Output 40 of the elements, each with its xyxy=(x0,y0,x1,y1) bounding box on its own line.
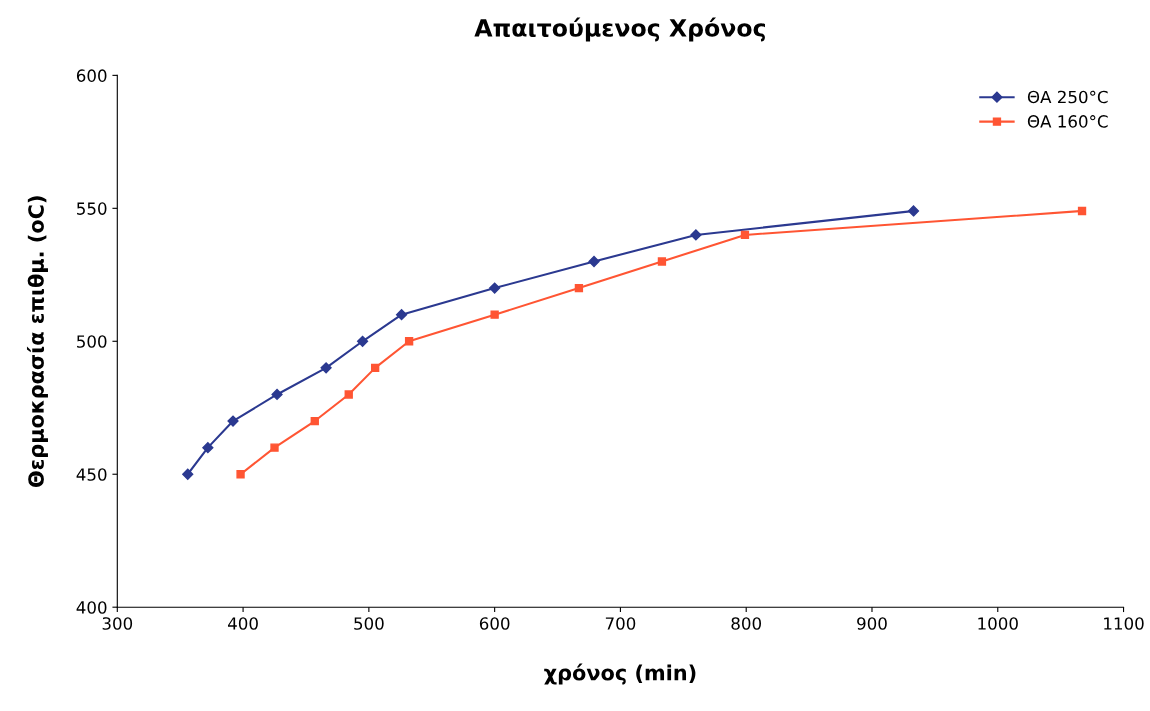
point xyxy=(588,255,600,268)
x-tick-label: 900 xyxy=(857,617,887,630)
point xyxy=(344,390,353,399)
point xyxy=(907,205,920,217)
point xyxy=(657,257,667,266)
x-tick-label: 300 xyxy=(102,617,133,630)
point xyxy=(740,230,750,240)
point xyxy=(270,443,279,452)
point xyxy=(182,468,194,480)
x-tick-label: 1000 xyxy=(978,617,1018,630)
y-axis-title: Θερμοκρασία επιθμ. (oC) xyxy=(26,196,48,487)
point xyxy=(395,309,408,321)
point xyxy=(370,363,380,373)
point xyxy=(1077,206,1087,216)
chart-title: Απαιτούμενος Χρόνος xyxy=(474,17,765,42)
x-tick-label: 1100 xyxy=(1104,617,1144,630)
x-tick-label: 500 xyxy=(354,617,384,630)
legend-label: ΘΑ 250°C xyxy=(1027,90,1108,104)
point xyxy=(690,229,702,241)
point xyxy=(489,282,501,294)
y-tick-label: 550 xyxy=(77,202,107,215)
x-axis-title: χρόνος (min) xyxy=(544,663,696,685)
point xyxy=(490,310,499,319)
point xyxy=(356,335,369,347)
point xyxy=(574,283,584,293)
legend-label: ΘΑ 160°C xyxy=(1027,115,1108,128)
point xyxy=(202,442,214,454)
y-tick-label: 500 xyxy=(77,335,107,348)
point xyxy=(236,470,245,479)
y-tick-label: 600 xyxy=(76,69,107,82)
x-tick-label: 600 xyxy=(479,617,510,630)
x-tick-label: 700 xyxy=(605,617,636,630)
y-tick-label: 400 xyxy=(76,601,107,614)
x-tick-label: 800 xyxy=(731,617,762,630)
x-tick-label: 400 xyxy=(227,617,258,630)
y-tick-label: 450 xyxy=(76,468,107,481)
point xyxy=(320,362,332,374)
point xyxy=(404,337,414,346)
point xyxy=(310,416,319,426)
point xyxy=(271,388,283,401)
